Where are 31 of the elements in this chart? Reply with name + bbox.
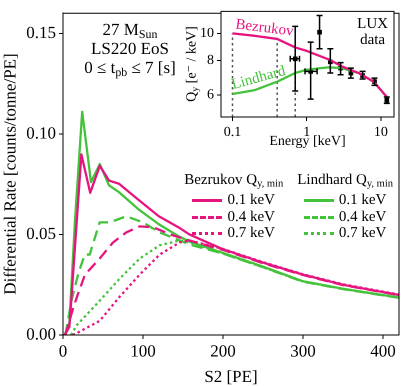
x-axis-title: Energy [keV] — [269, 134, 346, 149]
x-tick-label: 10 — [374, 125, 388, 140]
x-tick-label: 400 — [370, 342, 396, 361]
y-tick-label: 8 — [207, 52, 214, 68]
y-tick-label: 10 — [200, 26, 214, 42]
x-tick-label: 100 — [130, 342, 156, 361]
x-tick-label: 0.1 — [224, 125, 242, 140]
annotation: Bezrukov Q$_{y, min}$ — [184, 172, 284, 190]
y-tick-label: 6 — [207, 88, 214, 103]
y-axis-title: Differential Rate [counts/tonne/PE] — [0, 53, 20, 295]
y-tick-label: 0.10 — [26, 123, 56, 142]
x-tick-label: 200 — [210, 342, 236, 361]
y-tick-label: 0.05 — [26, 224, 56, 243]
annotation: 27 M$_{Sun}$ — [102, 20, 158, 42]
series-label: LUX data — [357, 16, 388, 48]
annotation: 0 ≤ t$_{pb}$ ≤ 7 [s] — [84, 58, 176, 80]
text: Bezrukov — [234, 16, 295, 40]
legend-label: 0.4 keV — [227, 208, 275, 226]
legend-label: 0.1 keV — [338, 192, 386, 209]
legend-label: 0.4 keV — [338, 208, 386, 226]
x-tick-label: 0 — [58, 342, 68, 361]
y-tick-label: 0.00 — [26, 324, 56, 344]
legend-label: 0.7 keV — [338, 225, 386, 242]
annotation: LS220 EoS — [91, 39, 169, 58]
legend-label: 0.7 keV — [227, 225, 275, 242]
x-tick-label: 300 — [290, 342, 316, 361]
annotation: Lindhard Q$_{y, min}$ — [297, 172, 393, 190]
legend-label: 0.1 keV — [227, 192, 275, 209]
x-axis-title: S2 [PE] — [204, 367, 258, 386]
text: Lindhard — [230, 62, 288, 94]
y-tick-label: 0.15 — [26, 22, 56, 42]
